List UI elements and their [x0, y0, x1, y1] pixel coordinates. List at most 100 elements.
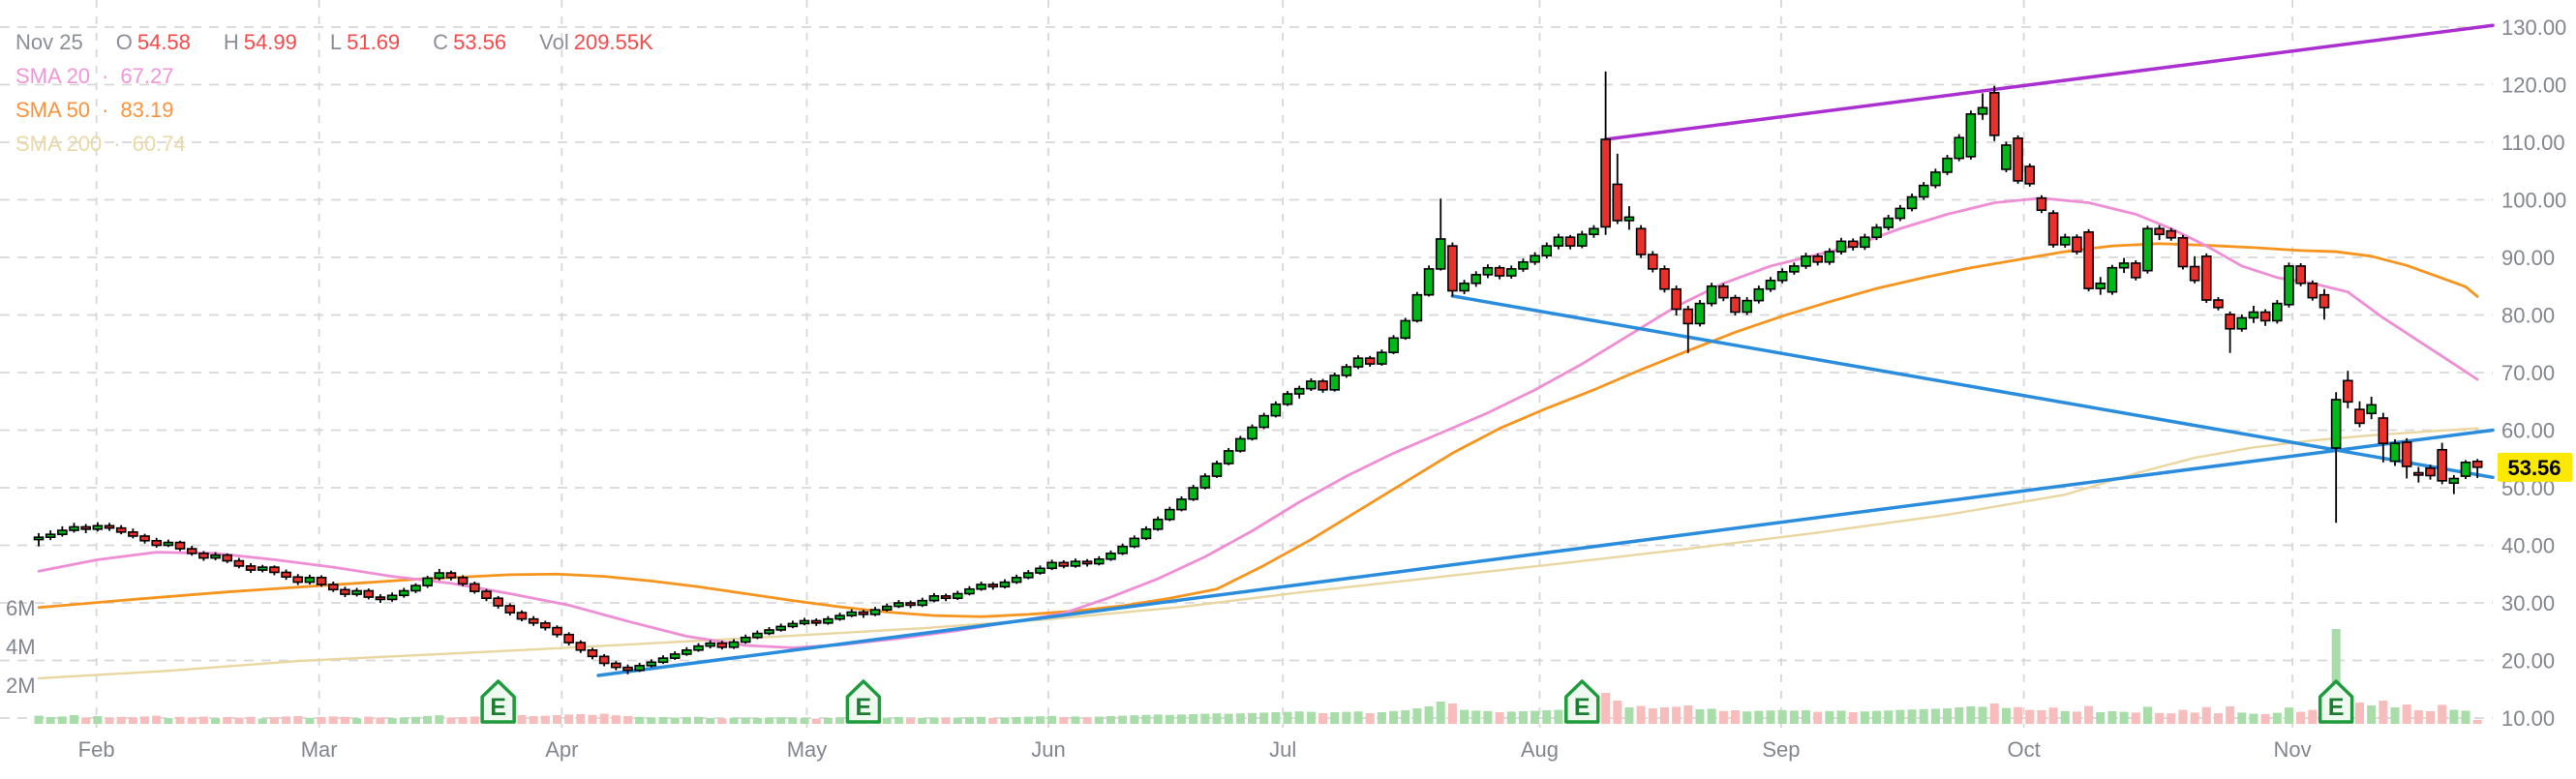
volume-bar[interactable] [2084, 705, 2094, 724]
volume-bar[interactable] [1377, 712, 1386, 724]
candle[interactable] [587, 647, 598, 660]
volume-bar[interactable] [1955, 707, 1964, 724]
volume-bar[interactable] [1624, 707, 1634, 724]
candle[interactable] [1400, 317, 1411, 341]
volume-bar[interactable] [399, 717, 409, 724]
volume-bar[interactable] [752, 718, 762, 724]
volume-bar[interactable] [305, 717, 315, 724]
volume-bar[interactable] [446, 717, 456, 724]
trendline-resistance-descending[interactable] [1450, 294, 2495, 480]
sma200-line[interactable] [37, 427, 2479, 680]
volume-bar[interactable] [1919, 708, 1928, 724]
candle[interactable] [563, 632, 574, 646]
candle[interactable] [787, 620, 799, 629]
candle[interactable] [445, 570, 457, 581]
volume-bar[interactable] [1848, 712, 1858, 724]
volume-bar[interactable] [1648, 708, 1657, 724]
volume-bar[interactable] [1271, 712, 1281, 724]
candle[interactable] [1682, 305, 1694, 353]
volume-bar[interactable] [635, 716, 645, 724]
candle[interactable] [1942, 155, 1953, 175]
price-axis-surface[interactable] [2495, 0, 2576, 731]
volume-bar[interactable] [529, 716, 538, 724]
candle[interactable] [799, 617, 810, 626]
candle[interactable] [1553, 233, 1564, 250]
candle[interactable] [2130, 259, 2141, 281]
candle[interactable] [611, 661, 621, 671]
candle[interactable] [1211, 461, 1223, 478]
volume-bar[interactable] [776, 717, 786, 724]
candle[interactable] [1058, 559, 1070, 569]
sma20-line[interactable] [37, 196, 2479, 649]
candle[interactable] [1129, 535, 1140, 549]
candle[interactable] [540, 620, 551, 631]
candle[interactable] [104, 523, 115, 531]
candle[interactable] [1070, 558, 1081, 568]
candle[interactable] [469, 581, 480, 594]
volume-bar[interactable] [1978, 706, 1987, 724]
volume-bar[interactable] [788, 717, 798, 724]
volume-bar[interactable] [2107, 711, 2117, 724]
volume-bar[interactable] [564, 714, 574, 724]
volume-bar[interactable] [1318, 713, 1328, 724]
volume-bar[interactable] [918, 717, 927, 724]
candle[interactable] [2401, 437, 2412, 479]
candle[interactable] [1530, 252, 1540, 265]
candle[interactable] [1505, 265, 1517, 280]
volume-bar[interactable] [1436, 702, 1445, 724]
volume-bar[interactable] [2331, 629, 2341, 724]
candle[interactable] [1094, 555, 1105, 566]
sma200[interactable] [37, 427, 2479, 680]
candle[interactable] [1435, 198, 1446, 271]
candle[interactable] [316, 575, 327, 587]
volume-bar[interactable] [1518, 711, 1528, 724]
volume-bar[interactable] [1659, 707, 1669, 724]
candle[interactable] [2001, 141, 2012, 172]
candle[interactable] [1011, 574, 1022, 584]
candle[interactable] [775, 623, 787, 632]
volume-bar[interactable] [1447, 704, 1457, 724]
volume-bar[interactable] [458, 717, 468, 724]
volume-bar[interactable] [1989, 704, 1999, 724]
volume-bar[interactable] [45, 717, 55, 724]
candle[interactable] [2236, 314, 2248, 332]
volume-bar[interactable] [823, 717, 833, 724]
volume-bar[interactable] [1424, 706, 1434, 724]
volume-bar[interactable] [2190, 712, 2199, 724]
candle[interactable] [1589, 225, 1599, 238]
candle[interactable] [1789, 262, 1800, 275]
candle[interactable] [846, 609, 858, 617]
trendline-resistance-upper[interactable] [1603, 23, 2495, 141]
volume-bar[interactable] [116, 716, 126, 724]
candle[interactable] [2154, 225, 2165, 241]
candle[interactable] [1352, 355, 1364, 370]
candle[interactable] [1341, 364, 1352, 378]
volume-bar[interactable] [1094, 716, 1104, 724]
candle[interactable] [1812, 253, 1823, 266]
candle[interactable] [481, 588, 492, 602]
volume-bar[interactable] [164, 718, 173, 724]
volume-bar[interactable] [2213, 713, 2223, 724]
volume-bar[interactable] [2178, 709, 2188, 724]
volume-bar[interactable] [2426, 711, 2436, 724]
volume-bar[interactable] [1895, 709, 1905, 724]
candle[interactable] [2471, 459, 2483, 478]
volume-bar[interactable] [1153, 714, 1163, 724]
volume-bar[interactable] [2402, 704, 2411, 724]
volume-bar[interactable] [1224, 713, 1233, 724]
candle[interactable] [928, 592, 940, 603]
candle[interactable] [1081, 558, 1093, 567]
volume-bar[interactable] [1342, 711, 1351, 724]
volume-bar[interactable] [187, 717, 197, 724]
indicator-sma50[interactable]: SMA 50 · 83.19 [15, 93, 653, 127]
candle[interactable] [1977, 93, 1988, 120]
volume-bar[interactable] [376, 717, 385, 724]
candle[interactable] [2448, 474, 2460, 494]
candle[interactable] [869, 607, 881, 616]
sma50[interactable] [37, 242, 2479, 618]
volume-bar[interactable] [1412, 708, 1422, 724]
volume-bar[interactable] [658, 717, 668, 724]
candle[interactable] [434, 568, 445, 581]
candle[interactable] [186, 546, 197, 556]
candle[interactable] [210, 552, 221, 560]
